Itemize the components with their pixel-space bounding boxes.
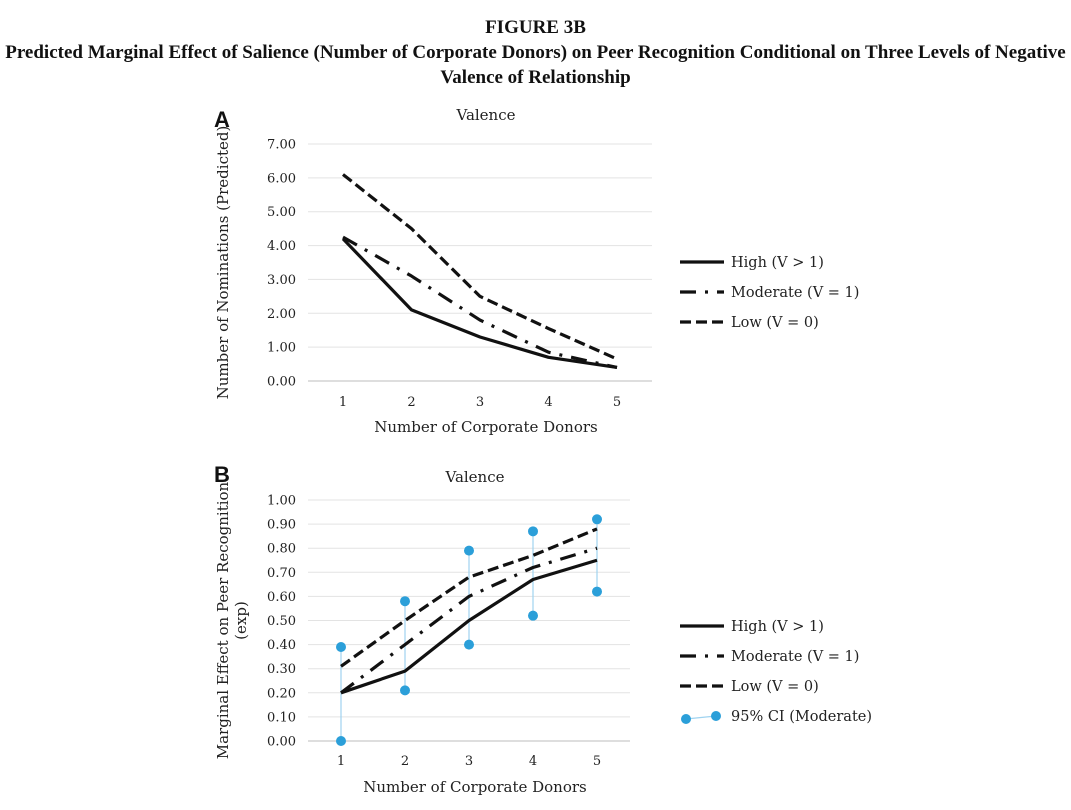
panel-a-y-tick-label: 1.00	[267, 341, 296, 356]
panel-a-legend-label: Low (V = 0)	[731, 315, 819, 331]
panel-b-ci-lower-point	[528, 610, 538, 621]
panel-b-ci-upper-point	[400, 596, 410, 607]
panel-b-series-line-dashdot	[340, 546, 598, 695]
panel-b-y-tick-label: 0.60	[267, 590, 296, 605]
panel-b-ci-lower-point	[336, 736, 346, 746]
panel-a-y-axis-title: Number of Nominations (Predicted)	[214, 126, 232, 400]
panel-b-legend-swatch-ci	[685, 715, 717, 720]
panel-b-legend-label: Low (V = 0)	[731, 679, 819, 695]
panel-b-y-axis-title: (exp)	[232, 601, 250, 640]
panel-a-x-tick-label: 3	[476, 395, 484, 410]
panel-b-ci-lower-point	[464, 639, 474, 650]
panel-b-title: Valence	[444, 468, 504, 486]
panel-a-x-axis-title: Number of Corporate Donors	[374, 418, 598, 436]
panel-a-legend-label: Moderate (V = 1)	[731, 285, 859, 301]
panel-a-x-tick-label: 4	[544, 395, 552, 410]
panel-b-legend-label: High (V > 1)	[731, 619, 824, 635]
figure-title: FIGURE 3B Predicted Marginal Effect of S…	[0, 15, 1071, 90]
panel-b-y-tick-label: 0.80	[267, 542, 296, 557]
panel-a-y-tick-label: 5.00	[267, 205, 296, 220]
panel-b-y-tick-label: 0.50	[267, 614, 296, 629]
panel-a-series-line-dashed	[342, 173, 618, 361]
panel-b-ci-upper-point	[336, 642, 346, 653]
panel-b-y-tick-label: 1.00	[267, 494, 296, 509]
panel-b-y-tick-label: 0.90	[267, 518, 296, 533]
panel-b-ci-lower-point	[592, 586, 602, 597]
panel-b-y-tick-label: 0.10	[267, 710, 296, 725]
panel-a-x-tick-label: 1	[339, 395, 347, 410]
panel-a-x-tick-label: 5	[613, 395, 621, 410]
panel-a-series-line-dashdot	[342, 235, 618, 370]
panel-b-x-tick-label: 3	[465, 754, 473, 769]
panel-a-y-tick-label: 6.00	[267, 171, 296, 186]
panel-b-x-tick-label: 4	[529, 754, 537, 769]
panel-a-legend-label: High (V > 1)	[731, 255, 824, 271]
panel-b-x-tick-label: 5	[593, 754, 601, 769]
panel-b-x-axis-title: Number of Corporate Donors	[363, 778, 587, 796]
panel-b-letter: B	[214, 462, 230, 487]
panel-b-legend-swatch-ci-point	[681, 714, 691, 724]
panel-b-ci-upper-point	[592, 514, 602, 525]
panel-b-y-axis-title: Marginal Effect on Peer Recognition	[214, 481, 232, 759]
panel-b-legend-label: Moderate (V = 1)	[731, 649, 859, 665]
panel-a-y-tick-label: 7.00	[267, 138, 296, 153]
panel-b-y-tick-label: 0.20	[267, 686, 296, 701]
panel-b-legend-label: 95% CI (Moderate)	[731, 709, 872, 725]
panel-a-y-tick-label: 2.00	[267, 307, 296, 322]
panel-b-series-line-dashed	[340, 527, 598, 668]
panel-a-letter: A	[214, 107, 230, 132]
figure-caption: Predicted Marginal Effect of Salience (N…	[5, 42, 1066, 88]
panel-b-series-line-solid	[340, 558, 598, 695]
panel-b-x-tick-label: 1	[337, 754, 345, 769]
panel-b-x-tick-label: 2	[401, 754, 409, 769]
panel-b-y-tick-label: 0.40	[267, 638, 296, 653]
panel-a-y-tick-label: 3.00	[267, 273, 296, 288]
panel-a-y-tick-label: 4.00	[267, 239, 296, 254]
panel-a-y-tick-label: 0.00	[267, 375, 296, 390]
panel-a-x-tick-label: 2	[407, 395, 415, 410]
panel-a-title: Valence	[455, 106, 515, 124]
panel-b-ci-upper-point	[528, 526, 538, 537]
panel-b-y-tick-label: 0.70	[267, 566, 296, 581]
panel-b-ci-lower-point	[400, 685, 410, 696]
panel-b-ci-upper-point	[464, 545, 474, 556]
panel-b-legend-swatch-ci-point	[711, 711, 721, 721]
panel-b-y-tick-label: 0.00	[267, 735, 296, 750]
panel-b-y-tick-label: 0.30	[267, 662, 296, 677]
figure-label: FIGURE 3B	[485, 17, 586, 38]
panel-a-series-line-solid	[341, 237, 618, 370]
